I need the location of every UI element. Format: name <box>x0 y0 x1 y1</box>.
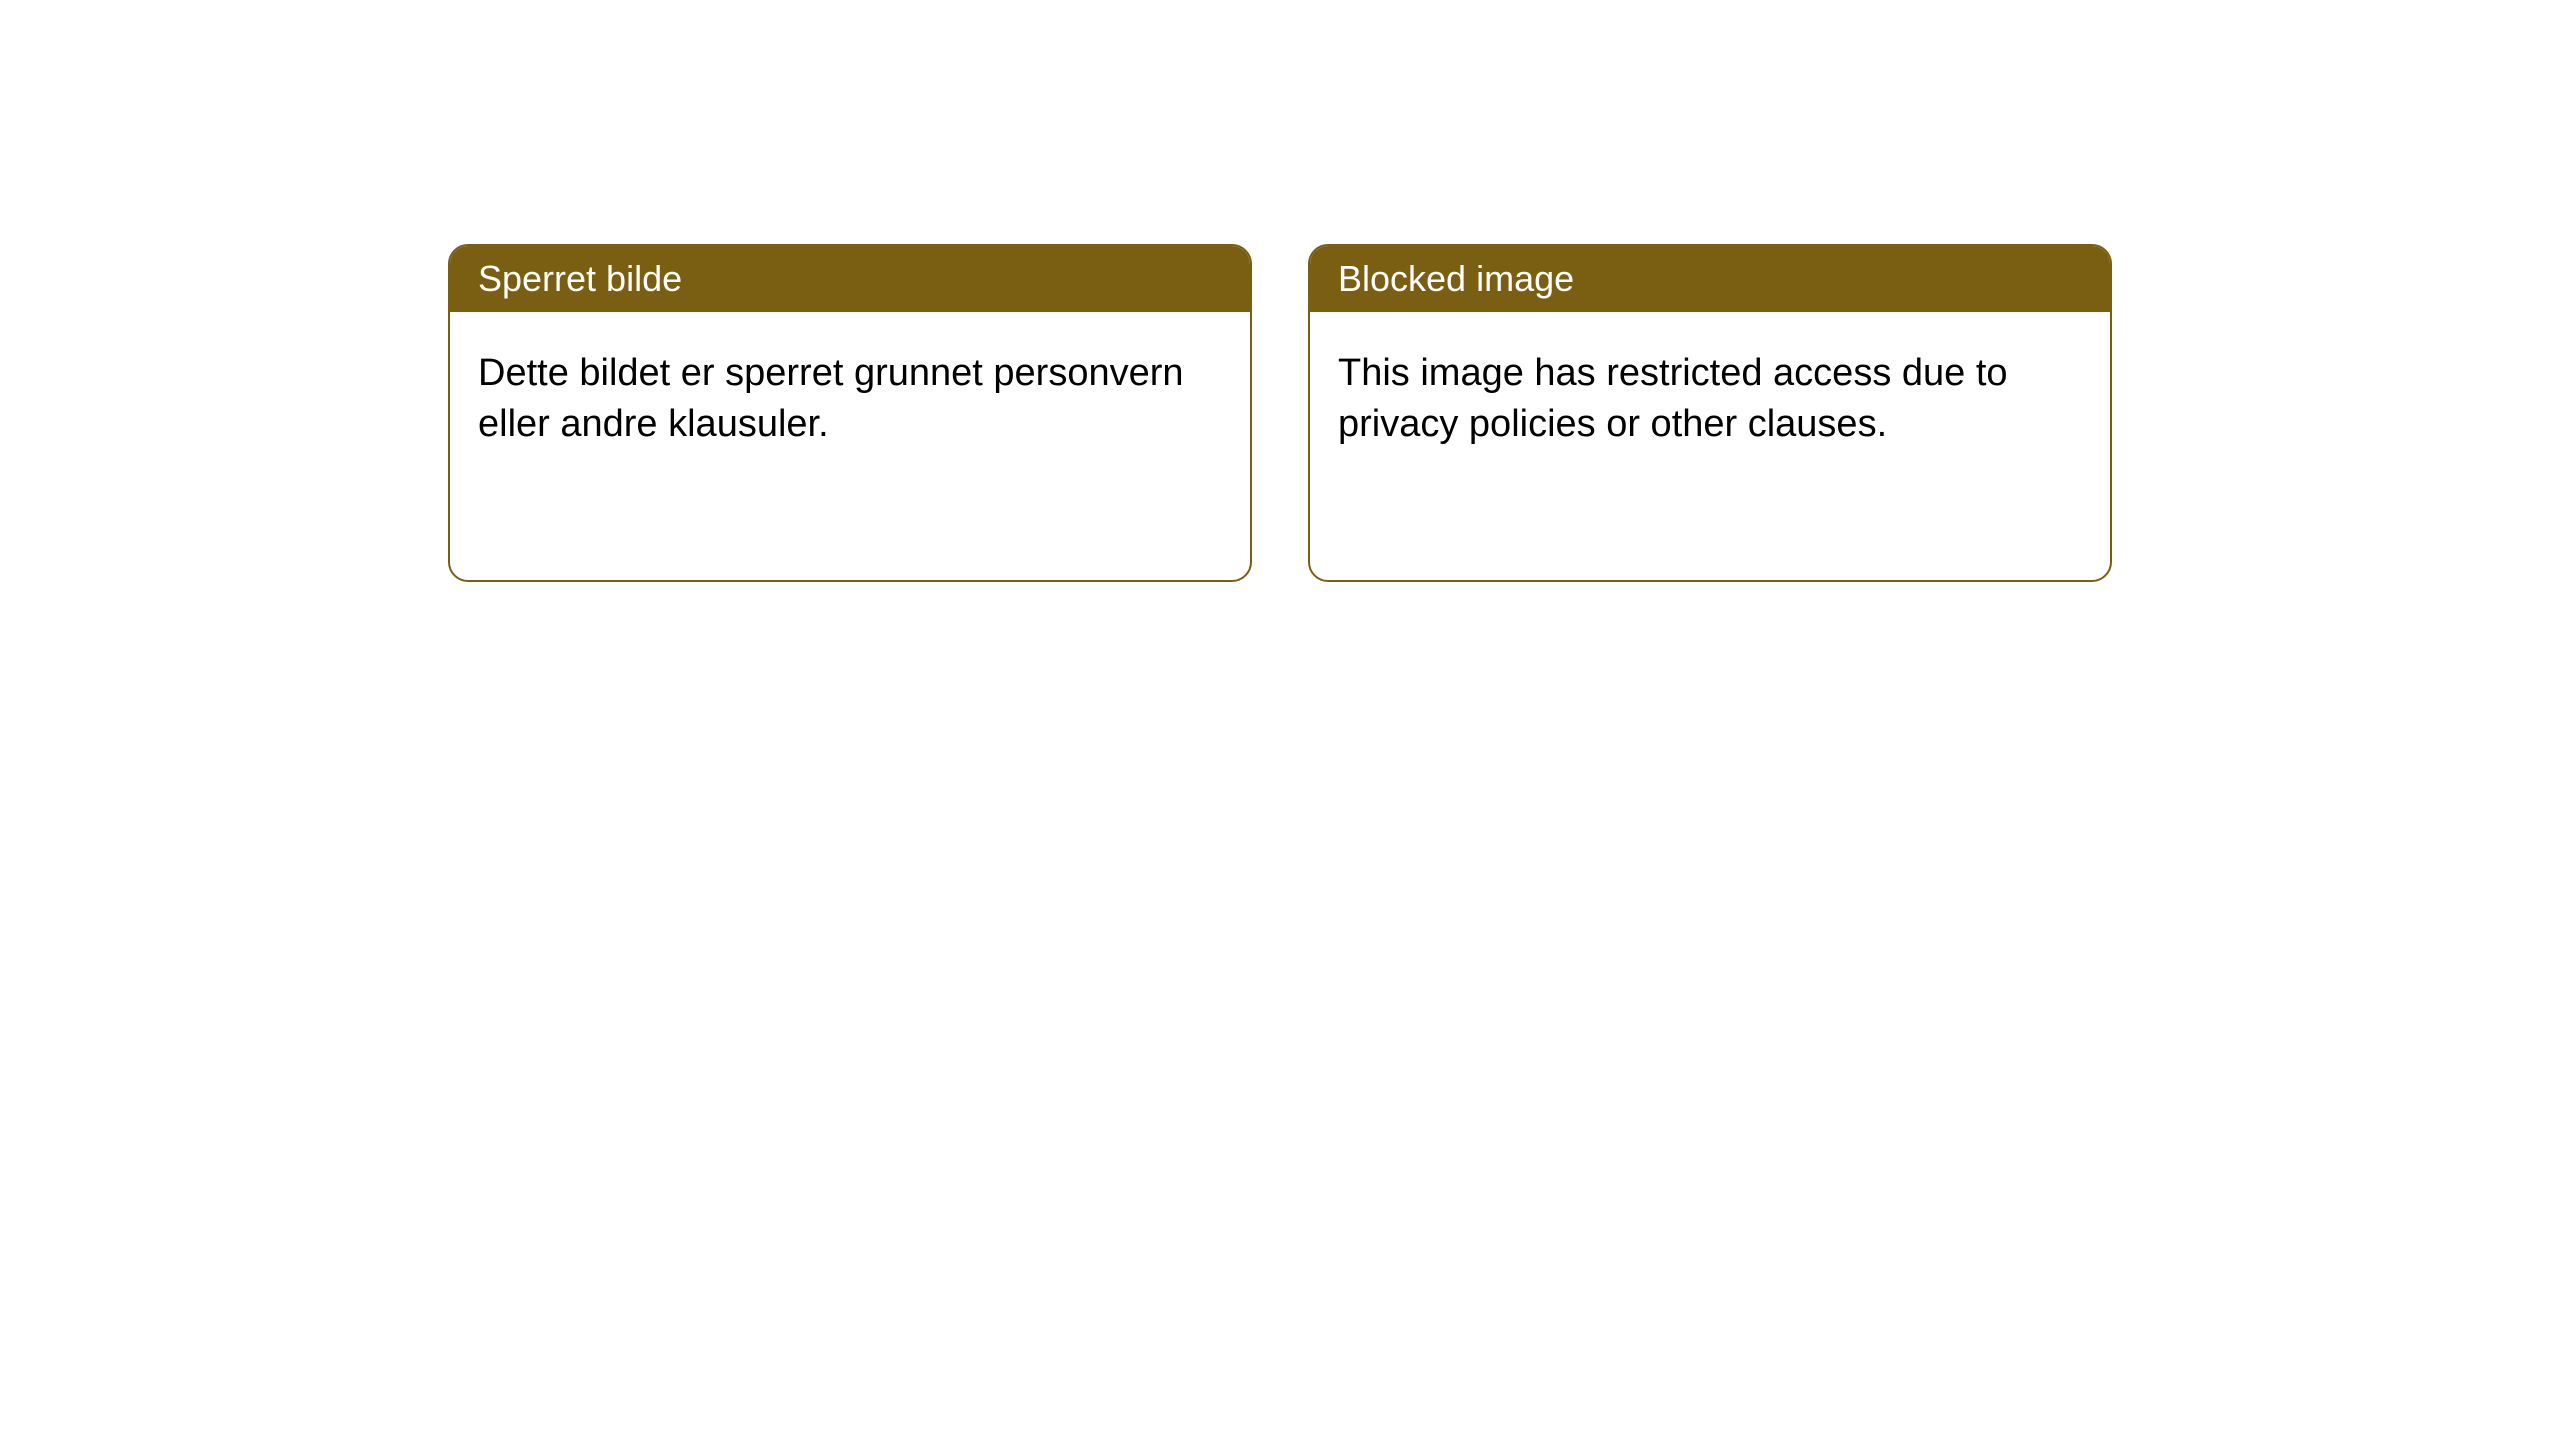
card-message: Dette bildet er sperret grunnet personve… <box>478 352 1184 445</box>
notice-cards-container: Sperret bilde Dette bildet er sperret gr… <box>448 244 2112 582</box>
card-header: Blocked image <box>1310 246 2110 312</box>
card-body: This image has restricted access due to … <box>1310 312 2110 487</box>
card-body: Dette bildet er sperret grunnet personve… <box>450 312 1250 487</box>
card-title: Sperret bilde <box>478 258 682 299</box>
notice-card-english: Blocked image This image has restricted … <box>1308 244 2112 582</box>
notice-card-norwegian: Sperret bilde Dette bildet er sperret gr… <box>448 244 1252 582</box>
card-header: Sperret bilde <box>450 246 1250 312</box>
card-message: This image has restricted access due to … <box>1338 352 2008 445</box>
card-title: Blocked image <box>1338 258 1574 299</box>
